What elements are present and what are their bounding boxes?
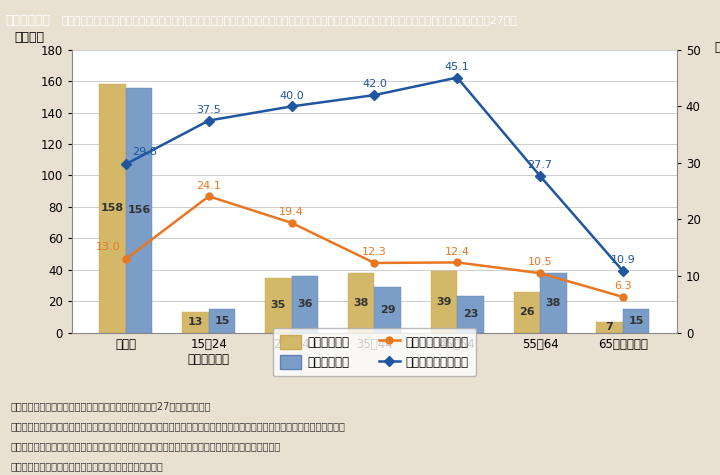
Text: いている主な理由が「正規の職員・従業員の仕事がないから」とする者の人数及び割合。: いている主な理由が「正規の職員・従業員の仕事がないから」とする者の人数及び割合。: [11, 441, 281, 451]
Text: 29.8: 29.8: [132, 147, 157, 157]
Text: 15: 15: [629, 316, 644, 326]
Text: 42.0: 42.0: [362, 79, 387, 89]
Text: 12.3: 12.3: [362, 247, 387, 257]
Text: 23: 23: [463, 309, 478, 320]
Text: 10.5: 10.5: [528, 257, 552, 267]
Bar: [623, 309, 649, 332]
Y-axis label: （％）: （％）: [714, 41, 720, 55]
Bar: [182, 312, 209, 332]
Text: Ｉ－２－６図: Ｉ－２－６図: [6, 14, 50, 27]
Text: 26: 26: [519, 307, 534, 317]
Text: 13.0: 13.0: [96, 242, 120, 252]
Text: 7: 7: [606, 322, 613, 332]
Bar: [431, 271, 457, 332]
Text: ３．年齢計は，各年齢階級の合計人数及び割合。: ３．年齢計は，各年齢階級の合計人数及び割合。: [11, 461, 163, 471]
Text: 15: 15: [215, 316, 230, 326]
Text: 13: 13: [188, 317, 203, 327]
Text: 6.3: 6.3: [614, 281, 631, 291]
Bar: [374, 287, 401, 332]
Y-axis label: （万人）: （万人）: [14, 31, 45, 44]
Text: 19.4: 19.4: [279, 207, 304, 217]
Text: 38: 38: [354, 298, 369, 308]
Text: 29: 29: [380, 305, 395, 315]
Text: 38: 38: [546, 298, 561, 308]
Bar: [126, 87, 153, 332]
Bar: [540, 273, 567, 332]
Bar: [457, 296, 484, 332]
Text: 10.9: 10.9: [611, 255, 635, 265]
Text: 12.4: 12.4: [445, 247, 469, 257]
Bar: [209, 309, 235, 332]
Text: 39: 39: [436, 297, 451, 307]
Bar: [292, 276, 318, 332]
Bar: [348, 273, 374, 332]
Text: 24.1: 24.1: [197, 180, 221, 190]
Text: 37.5: 37.5: [197, 105, 221, 115]
Bar: [265, 277, 292, 332]
Bar: [99, 85, 126, 332]
Text: 156: 156: [127, 205, 151, 215]
Bar: [513, 292, 540, 332]
Text: 非正規雇用者のうち，現職の雇用形態についている主な理由が「正規の職員・従業員の仕事がないから」とする者の人数及び割合（男女別，平成27年）: 非正規雇用者のうち，現職の雇用形態についている主な理由が「正規の職員・従業員の仕…: [61, 15, 517, 25]
Text: 158: 158: [102, 203, 125, 213]
Text: 27.7: 27.7: [528, 160, 552, 170]
Bar: [596, 322, 623, 332]
Text: 40.0: 40.0: [279, 91, 304, 101]
Text: （備考）１．総務省「労働力調査（詳細集計）」（平成27年）より作成。: （備考）１．総務省「労働力調査（詳細集計）」（平成27年）より作成。: [11, 401, 211, 411]
Text: 36: 36: [297, 299, 312, 309]
Text: 35: 35: [271, 300, 286, 310]
Text: ２．非正規の職員・従業員（現職の雇用形態についている理由が不明である者を除く。）のうち，現職の雇用形態につ: ２．非正規の職員・従業員（現職の雇用形態についている理由が不明である者を除く。）…: [11, 421, 346, 431]
Legend: 人数（女性）, 人数（男性）, 割合（女性，右軸）, 割合（男性，右軸）: 人数（女性）, 人数（男性）, 割合（女性，右軸）, 割合（男性，右軸）: [273, 328, 476, 377]
Text: 45.1: 45.1: [445, 62, 469, 72]
